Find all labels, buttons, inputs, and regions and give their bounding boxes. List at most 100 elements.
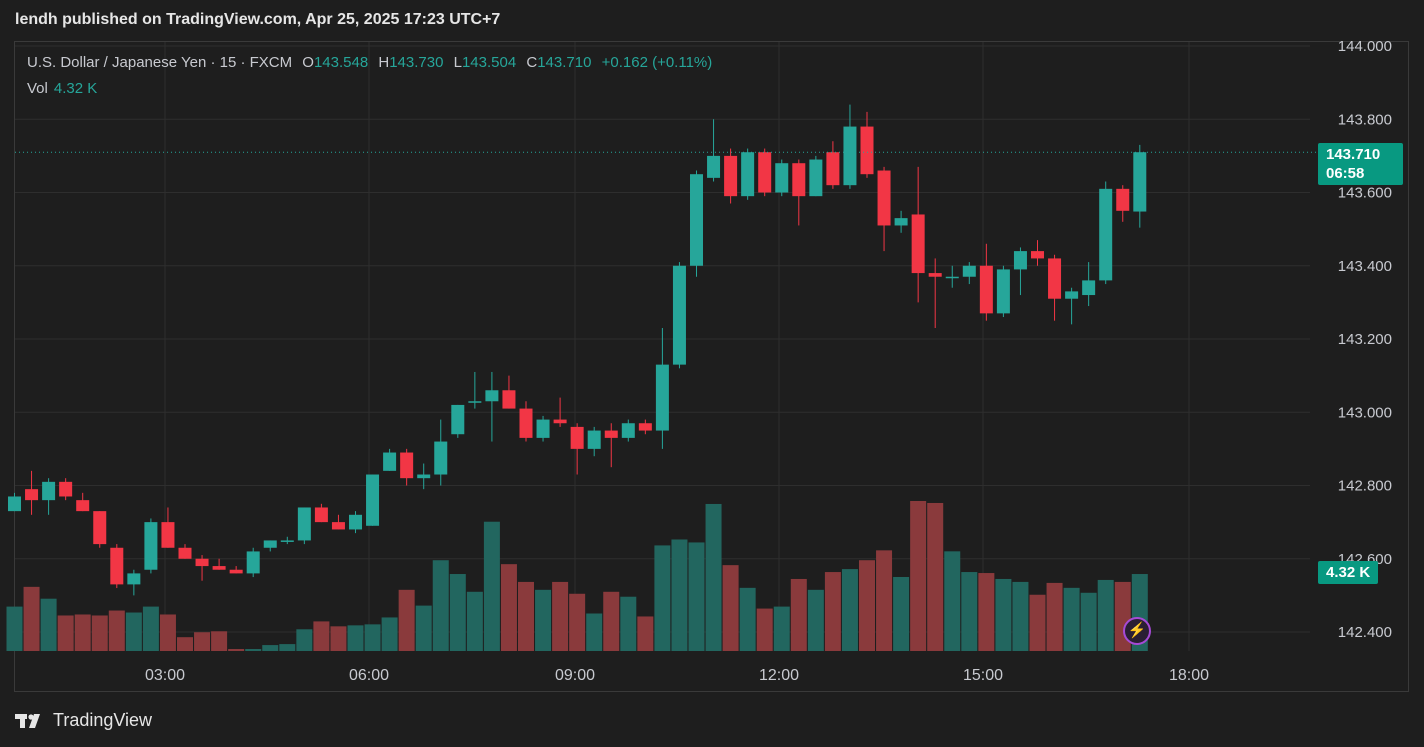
candle-body bbox=[178, 547, 192, 559]
last-price-badge: 143.710 06:58 bbox=[1318, 143, 1403, 185]
change-value: +0.162 (+0.11%) bbox=[601, 54, 713, 71]
volume-value: 4.32 K bbox=[53, 80, 98, 97]
candle bbox=[195, 555, 209, 581]
candle bbox=[1048, 254, 1062, 321]
candle-body bbox=[570, 426, 584, 449]
candle bbox=[263, 540, 277, 552]
candle bbox=[434, 419, 448, 486]
candle bbox=[570, 423, 584, 475]
time-axis: 03:00 06:00 09:00 12:00 15:00 18:00 bbox=[145, 667, 1209, 684]
volume-bar bbox=[773, 606, 790, 651]
volume-bar bbox=[262, 645, 279, 651]
volume-badge: 4.32 K bbox=[1318, 561, 1379, 584]
candle bbox=[996, 265, 1010, 318]
candle-body bbox=[417, 474, 431, 479]
candle-body bbox=[536, 419, 550, 438]
candle bbox=[468, 371, 482, 409]
candle bbox=[707, 119, 721, 182]
volume-bar bbox=[995, 578, 1012, 651]
time-tick-label: 06:00 bbox=[349, 667, 389, 684]
candle bbox=[655, 328, 669, 449]
time-tick-label: 03:00 bbox=[145, 667, 185, 684]
price-tick-label: 143.400 bbox=[1338, 258, 1392, 275]
volume-bar bbox=[569, 593, 586, 651]
price-axis: 142.400142.600142.800143.000143.200143.4… bbox=[1338, 38, 1392, 641]
volume-bar bbox=[739, 587, 756, 651]
volume-bar bbox=[841, 569, 858, 651]
candle bbox=[246, 547, 260, 578]
last-price: 143.710 bbox=[1326, 146, 1381, 163]
candle-body bbox=[741, 152, 755, 197]
candles bbox=[8, 104, 1147, 596]
candle-body bbox=[860, 126, 874, 175]
lightning-bolt-icon[interactable]: ⚡ bbox=[1123, 617, 1151, 645]
volume-bar bbox=[91, 615, 108, 651]
candle-body bbox=[758, 152, 772, 193]
price-tick-label: 143.800 bbox=[1338, 111, 1392, 128]
candle bbox=[553, 397, 567, 427]
candle bbox=[229, 566, 243, 574]
volume-bar bbox=[859, 560, 875, 651]
candle bbox=[42, 478, 56, 515]
volume-bar bbox=[125, 612, 142, 651]
volume-bar bbox=[1046, 582, 1063, 651]
candle bbox=[1031, 240, 1044, 266]
volume-bar bbox=[74, 614, 91, 651]
candle bbox=[621, 419, 635, 442]
volume-bar bbox=[381, 617, 398, 651]
footer-brand[interactable]: TradingView bbox=[15, 710, 152, 731]
candle bbox=[144, 518, 158, 574]
candle bbox=[809, 155, 823, 197]
candle-body bbox=[110, 547, 124, 585]
candle-body bbox=[996, 269, 1010, 314]
candle bbox=[110, 544, 124, 589]
candle bbox=[280, 536, 294, 545]
candle bbox=[314, 503, 328, 523]
candle-body bbox=[383, 452, 397, 471]
volume-bar bbox=[6, 606, 23, 651]
candle bbox=[366, 474, 380, 526]
candle-body bbox=[1116, 188, 1130, 211]
candle-body bbox=[519, 408, 533, 438]
volume-bar bbox=[159, 614, 176, 651]
candle bbox=[400, 448, 414, 486]
volume-bar bbox=[893, 576, 910, 651]
candle-body bbox=[945, 276, 959, 279]
time-tick-label: 09:00 bbox=[555, 667, 595, 684]
volume-bar bbox=[364, 624, 381, 651]
candle bbox=[1133, 144, 1147, 228]
candle-body bbox=[331, 522, 345, 530]
candle-body bbox=[349, 514, 362, 530]
candle-body bbox=[1082, 280, 1096, 296]
volume-bar bbox=[398, 589, 415, 651]
close-label: C bbox=[526, 54, 538, 71]
volume-bar bbox=[313, 621, 330, 651]
candle bbox=[1116, 185, 1130, 222]
chart-frame bbox=[14, 41, 1409, 692]
candle-body bbox=[553, 419, 567, 424]
candle-body bbox=[690, 174, 703, 266]
volume-bar bbox=[1080, 592, 1097, 651]
candle bbox=[638, 419, 652, 435]
brand-name: TradingView bbox=[53, 710, 153, 730]
candle-body bbox=[127, 573, 141, 585]
candle bbox=[945, 265, 959, 288]
candle-body bbox=[587, 430, 601, 449]
price-tick-label: 143.000 bbox=[1338, 404, 1392, 421]
candle bbox=[690, 170, 703, 277]
candle bbox=[877, 166, 891, 252]
volume-bar bbox=[1029, 594, 1046, 651]
candle-body bbox=[809, 159, 823, 197]
volume-bar bbox=[876, 550, 893, 651]
candle-body bbox=[8, 496, 21, 512]
candle-body bbox=[672, 265, 686, 365]
time-tick-label: 18:00 bbox=[1169, 667, 1209, 684]
candle bbox=[604, 423, 618, 468]
candle-body bbox=[229, 569, 243, 574]
volume-bar bbox=[688, 542, 705, 651]
candle-body bbox=[76, 500, 90, 512]
volume-bar bbox=[228, 649, 245, 651]
bar-countdown: 06:58 bbox=[1326, 165, 1365, 182]
candle-body bbox=[894, 218, 908, 226]
